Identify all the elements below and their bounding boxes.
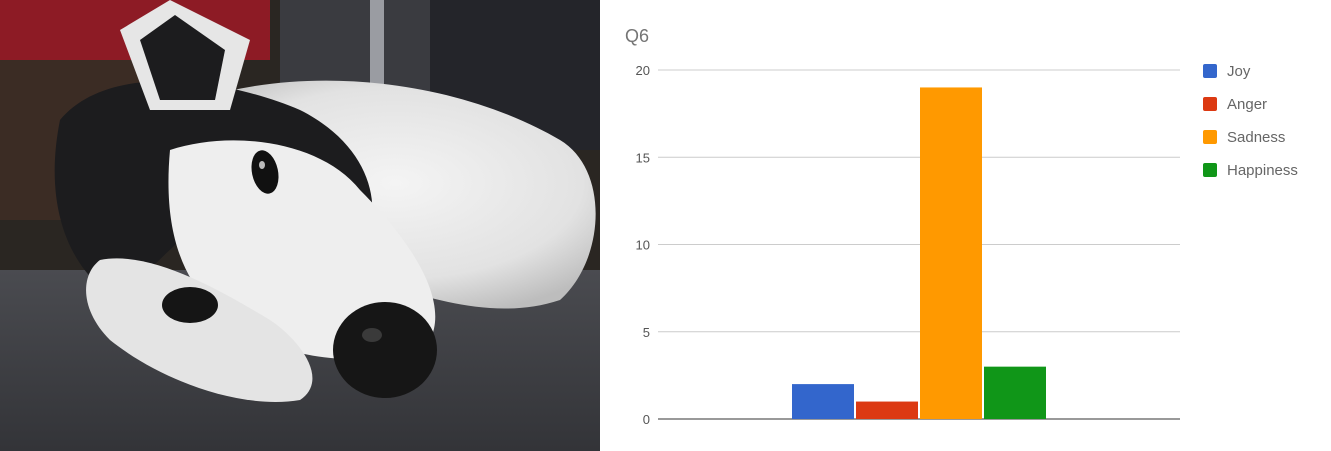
legend-label-joy[interactable]: Joy bbox=[1227, 63, 1251, 80]
legend-label-sadness[interactable]: Sadness bbox=[1227, 129, 1285, 146]
legend-swatch-joy bbox=[1203, 64, 1217, 78]
y-tick-label: 15 bbox=[636, 150, 650, 165]
bar-chart: Q6 0 5 10 15 20 Joy Anger Sadness Happiness bbox=[625, 26, 1298, 427]
y-tick-label: 10 bbox=[636, 238, 650, 253]
chart-title: Q6 bbox=[625, 26, 649, 46]
bar-sadness[interactable] bbox=[920, 87, 982, 419]
y-tick-label: 20 bbox=[636, 63, 650, 78]
bar-chart-panel: Q6 0 5 10 15 20 Joy Anger Sadness Happiness bbox=[600, 0, 1331, 451]
y-tick-label: 5 bbox=[643, 325, 650, 340]
legend-swatch-sadness bbox=[1203, 130, 1217, 144]
husky-photo bbox=[0, 0, 600, 451]
bar-joy[interactable] bbox=[792, 384, 854, 419]
bar-anger[interactable] bbox=[856, 401, 918, 419]
y-tick-label: 0 bbox=[643, 412, 650, 427]
legend-swatch-happiness bbox=[1203, 163, 1217, 177]
legend-swatch-anger bbox=[1203, 97, 1217, 111]
legend-label-anger[interactable]: Anger bbox=[1227, 96, 1267, 113]
legend-label-happiness[interactable]: Happiness bbox=[1227, 162, 1298, 179]
husky-photo-image bbox=[0, 0, 600, 451]
bar-happiness[interactable] bbox=[984, 366, 1046, 419]
